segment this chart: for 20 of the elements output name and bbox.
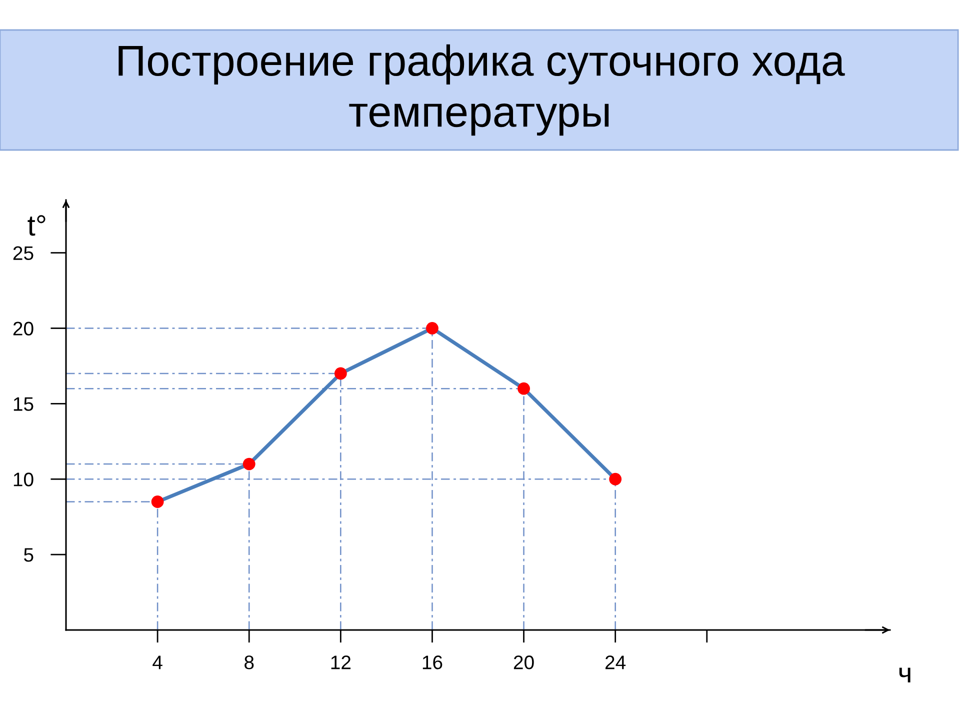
x-tick-label: 12 [331, 656, 351, 670]
x-tick-label: 8 [244, 656, 254, 670]
x-tick-label: 24 [606, 656, 626, 670]
y-tick-label: 10 [14, 472, 34, 486]
y-axis-title: t° [28, 215, 46, 236]
y-tick-label: 15 [14, 397, 34, 411]
x-axis-title: ч [899, 668, 910, 682]
y-tick-label: 5 [24, 548, 34, 562]
point [609, 472, 622, 486]
point [151, 496, 164, 508]
chart-title: Построение графика суточного хода температуры [118, 44, 845, 136]
y-tick-label: 25 [13, 246, 34, 260]
point [426, 322, 438, 334]
point [242, 458, 256, 470]
x-tick-label: 20 [514, 656, 534, 670]
point [518, 382, 530, 395]
y-tick-label: 20 [13, 322, 34, 336]
x-tick-label: 4 [152, 656, 162, 670]
point [334, 367, 347, 380]
x-tick-label: 16 [422, 656, 442, 670]
